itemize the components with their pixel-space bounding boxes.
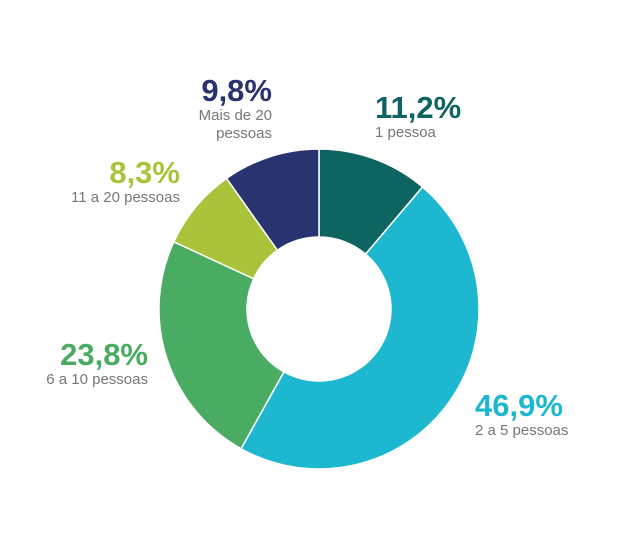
category-label: 2 a 5 pessoas bbox=[475, 422, 569, 439]
value-label: 9,8% bbox=[201, 73, 272, 108]
slice-label: 11,2% 1 pessoa bbox=[375, 92, 515, 142]
value-label: 23,8% bbox=[60, 337, 148, 372]
category-label: 11 a 20 pessoas bbox=[71, 189, 180, 206]
value-label: 8,3% bbox=[109, 155, 180, 190]
donut-slice bbox=[158, 240, 285, 450]
category-label: 1 pessoa bbox=[375, 124, 436, 141]
donut-slice bbox=[240, 185, 480, 470]
category-label: 6 a 10 pessoas bbox=[46, 371, 148, 388]
slice-label: 46,9% 2 a 5 pessoas bbox=[475, 390, 625, 440]
slice-label: 8,3% 11 a 20 pessoas bbox=[20, 157, 180, 207]
value-label: 46,9% bbox=[475, 388, 563, 423]
slice-label: 9,8% Mais de 20 pessoas bbox=[172, 75, 272, 143]
value-label: 11,2% bbox=[375, 90, 462, 125]
slice-label: 23,8% 6 a 10 pessoas bbox=[8, 339, 148, 389]
category-label: Mais de 20 pessoas bbox=[198, 107, 272, 142]
donut-slice bbox=[225, 148, 320, 252]
